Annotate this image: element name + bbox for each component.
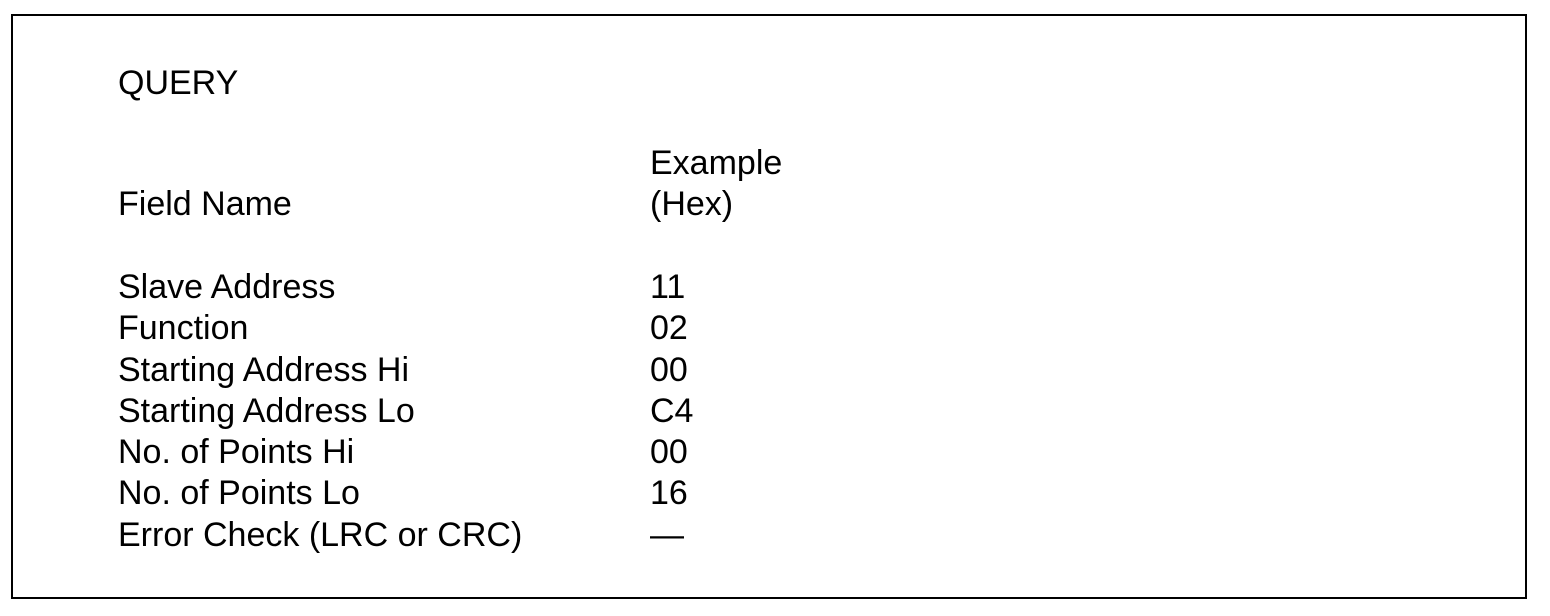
field-name: Starting Address Lo bbox=[118, 391, 415, 430]
example-header: Example bbox=[650, 144, 783, 182]
table-row: Starting Address Hi 00 bbox=[118, 350, 1118, 391]
field-name: No. of Points Lo bbox=[118, 474, 360, 513]
field-table: Slave Address 11 Function 02 Starting Ad… bbox=[118, 267, 1118, 556]
field-value: 11 bbox=[650, 268, 686, 306]
table-row: Slave Address 11 bbox=[118, 267, 1118, 308]
field-value: 02 bbox=[650, 309, 688, 348]
field-name: Starting Address Hi bbox=[118, 350, 410, 389]
field-value: 16 bbox=[650, 474, 688, 513]
query-frame: QUERY Field Name Example (Hex) Slave Add… bbox=[11, 14, 1527, 599]
field-name: Slave Address bbox=[118, 268, 336, 306]
field-name-header: Field Name bbox=[118, 185, 292, 223]
table-row: No. of Points Hi 00 bbox=[118, 432, 1118, 473]
field-value: — bbox=[650, 515, 684, 554]
field-value: C4 bbox=[650, 391, 694, 430]
field-name: Function bbox=[118, 309, 249, 348]
table-row: Error Check (LRC or CRC) — bbox=[118, 515, 1118, 556]
hex-header: (Hex) bbox=[650, 185, 734, 223]
table-row: No. of Points Lo 16 bbox=[118, 473, 1118, 514]
field-name: No. of Points Hi bbox=[118, 433, 355, 472]
field-value: 00 bbox=[650, 350, 688, 389]
field-value: 00 bbox=[650, 433, 688, 472]
field-name: Error Check (LRC or CRC) bbox=[118, 515, 523, 554]
table-row: Function 02 bbox=[118, 308, 1118, 349]
table-row: Starting Address Lo C4 bbox=[118, 391, 1118, 432]
query-title: QUERY bbox=[118, 64, 239, 102]
